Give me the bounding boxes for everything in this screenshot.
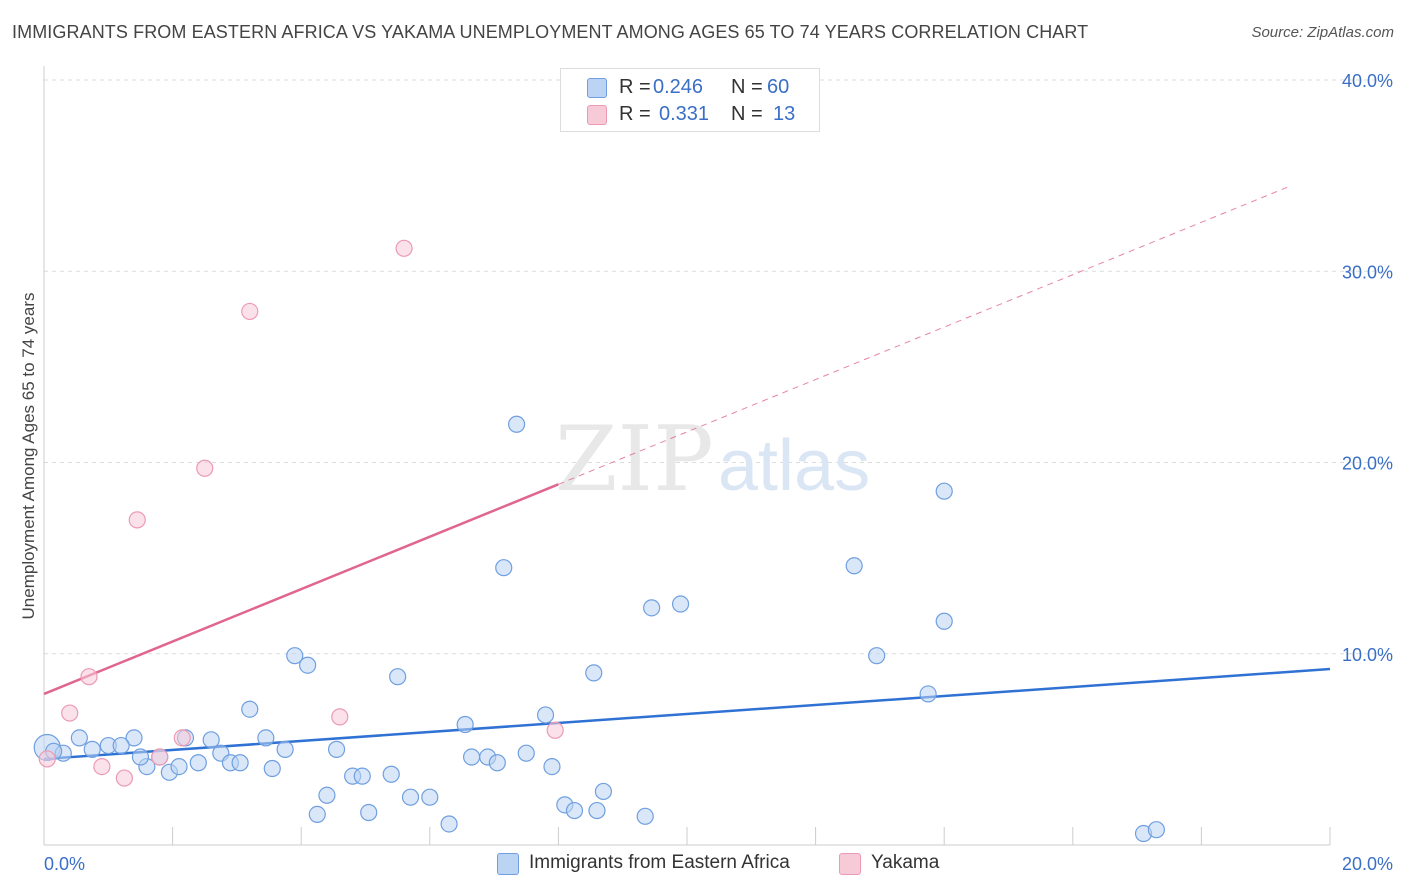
- point-yakama: [241, 302, 259, 321]
- point-immigrants: [495, 559, 513, 577]
- n-label: N =: [731, 103, 763, 125]
- point-immigrants: [263, 759, 281, 778]
- point-immigrants: [125, 729, 143, 747]
- watermark: ZIP atlas: [555, 407, 870, 512]
- immigrants-swatch: [587, 78, 607, 98]
- point-immigrants: [462, 748, 481, 766]
- point-immigrants: [170, 757, 188, 776]
- r-label: R =: [619, 76, 651, 98]
- point-immigrants: [1147, 821, 1165, 839]
- point-yakama: [115, 769, 133, 787]
- trend-lines: [43, 185, 1331, 761]
- watermark-zip: ZIP: [555, 407, 714, 512]
- source-label: Source: ZipAtlas.com: [1251, 24, 1394, 41]
- point-immigrants: [231, 754, 249, 772]
- y-tick-label: 10.0%: [1342, 645, 1393, 665]
- point-immigrants: [671, 595, 690, 613]
- watermark-atlas: atlas: [718, 426, 870, 506]
- point-yakama: [61, 704, 79, 722]
- point-yakama: [331, 708, 349, 726]
- point-immigrants: [70, 729, 88, 747]
- point-immigrants: [935, 612, 953, 630]
- point-yakama: [173, 729, 191, 747]
- point-immigrants: [565, 801, 584, 820]
- point-immigrants: [488, 754, 506, 772]
- point-immigrants: [508, 415, 526, 433]
- point-immigrants: [327, 740, 346, 758]
- gridlines: [44, 79, 1395, 655]
- point-immigrants: [421, 788, 439, 806]
- point-immigrants: [389, 668, 407, 686]
- point-yakama: [93, 757, 111, 776]
- y-axis-label: Unemployment Among Ages 65 to 74 years: [19, 293, 38, 620]
- point-yakama: [395, 239, 413, 257]
- point-immigrants: [845, 557, 863, 575]
- point-immigrants: [257, 729, 275, 747]
- point-immigrants: [353, 767, 371, 785]
- point-immigrants: [594, 782, 613, 801]
- point-immigrants: [919, 685, 937, 703]
- point-immigrants: [401, 788, 420, 806]
- axes: [43, 66, 1331, 846]
- trend-line: [43, 667, 1331, 761]
- point-immigrants: [382, 765, 400, 783]
- n-label: N =: [731, 76, 763, 98]
- point-immigrants: [83, 740, 101, 758]
- legend-label: Yakama: [871, 852, 940, 873]
- point-immigrants: [189, 754, 207, 772]
- point-immigrants: [286, 647, 304, 665]
- trend-line: [43, 483, 559, 696]
- y-tick-label: 30.0%: [1342, 262, 1393, 282]
- y-tick-labels: 10.0% 20.0% 30.0% 40.0%: [1342, 71, 1393, 665]
- point-yakama: [38, 750, 56, 768]
- point-immigrants: [536, 706, 555, 724]
- data-points: [33, 239, 1165, 843]
- x-tick-label: 20.0%: [1342, 854, 1393, 874]
- point-immigrants: [543, 757, 561, 776]
- x-tick-labels: 0.0% 20.0%: [44, 854, 1393, 874]
- point-immigrants: [308, 805, 326, 824]
- immigrants-legend-swatch: [497, 853, 519, 875]
- point-yakama: [128, 511, 146, 529]
- point-immigrants: [935, 482, 953, 500]
- r-value: 0.331: [659, 103, 710, 125]
- point-yakama: [196, 459, 214, 477]
- yakama-legend-swatch: [839, 853, 861, 875]
- point-immigrants: [440, 815, 458, 833]
- point-yakama: [151, 748, 169, 766]
- point-immigrants: [202, 731, 220, 749]
- n-value: 13: [773, 103, 796, 125]
- point-immigrants: [112, 736, 130, 755]
- point-yakama: [546, 721, 564, 739]
- point-immigrants: [585, 664, 603, 682]
- point-yakama: [80, 668, 98, 686]
- stats-legend: R = 0.246 N = 60 R = 0.331 N = 13: [560, 68, 820, 132]
- point-immigrants: [643, 599, 661, 617]
- x-tick-label: 0.0%: [44, 854, 85, 874]
- point-immigrants: [360, 803, 378, 822]
- point-immigrants: [456, 715, 474, 734]
- r-label: R =: [619, 103, 651, 125]
- point-immigrants: [588, 801, 606, 820]
- yakama-swatch: [587, 105, 607, 125]
- series-legend: Immigrants from Eastern Africa Yakama: [0, 852, 1406, 878]
- point-immigrants: [868, 647, 886, 665]
- point-immigrants: [636, 807, 654, 825]
- n-value: 60: [767, 76, 790, 98]
- point-immigrants: [131, 748, 150, 766]
- point-immigrants: [276, 740, 294, 758]
- y-tick-label: 40.0%: [1342, 71, 1393, 91]
- trend-line-extrapolated: [558, 185, 1292, 485]
- r-value: 0.246: [653, 76, 704, 98]
- chart-title: IMMIGRANTS FROM EASTERN AFRICA VS YAKAMA…: [12, 22, 1089, 42]
- point-immigrants: [241, 700, 259, 718]
- legend-label: Immigrants from Eastern Africa: [529, 852, 790, 873]
- y-tick-label: 20.0%: [1342, 454, 1393, 474]
- point-immigrants: [517, 744, 535, 762]
- point-immigrants: [299, 656, 317, 674]
- point-immigrants: [318, 786, 336, 804]
